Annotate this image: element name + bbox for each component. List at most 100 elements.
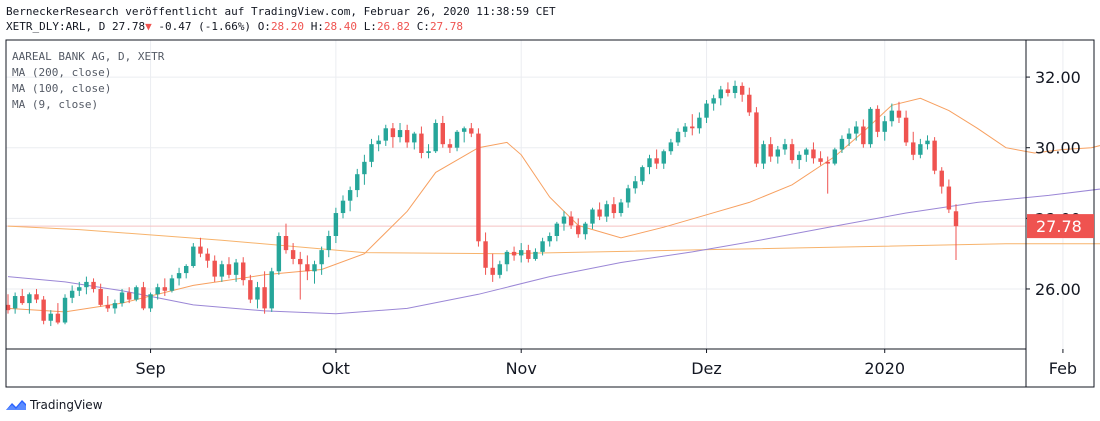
candle-body [946, 186, 952, 210]
candle [661, 149, 666, 169]
candle [618, 198, 624, 217]
candle [811, 142, 816, 164]
candle [390, 122, 396, 148]
candle [903, 110, 909, 146]
candle [533, 248, 538, 261]
candle-body [804, 149, 809, 155]
ma-line-100 [7, 188, 1100, 315]
candle [768, 137, 773, 162]
candle [219, 260, 225, 282]
candle [597, 202, 602, 221]
candle-body [918, 144, 923, 155]
candle [504, 250, 510, 272]
candle-body [618, 202, 624, 214]
candle [126, 287, 132, 304]
candle-body [141, 287, 146, 309]
footer: TradingView [6, 397, 103, 413]
close-value: 27.78 [429, 20, 464, 33]
candle-body [590, 209, 595, 224]
y-tick-label: 30.00 [1035, 139, 1081, 158]
candle [690, 114, 695, 136]
candle-body [255, 287, 260, 300]
candle-body [298, 258, 303, 265]
candle-body [875, 108, 880, 132]
candle-body [412, 133, 417, 143]
candle [697, 112, 702, 134]
candle-body [126, 292, 132, 300]
y-tick-label: 26.00 [1035, 280, 1081, 299]
indicator-legend: AAREAL BANK AG, D, XETR MA (200, close) … [12, 50, 165, 111]
candle-body [20, 296, 25, 304]
candle [440, 115, 446, 148]
candle [839, 135, 845, 154]
candle [419, 126, 424, 159]
candle [112, 299, 118, 314]
candle [854, 121, 859, 141]
candle-body [533, 251, 538, 259]
candle-body [362, 161, 367, 175]
candle [882, 115, 887, 141]
candle [69, 285, 75, 304]
candle-body [454, 131, 460, 148]
candle [169, 274, 175, 293]
x-tick-label: Feb [1049, 359, 1077, 378]
candle [319, 246, 324, 275]
candle-body [504, 251, 510, 265]
candle-body [518, 250, 524, 256]
candle [511, 246, 517, 261]
ma-line-9 [7, 97, 1100, 313]
candle-body [882, 121, 887, 132]
candle-body [818, 158, 823, 162]
candle [148, 292, 153, 312]
candle [561, 211, 567, 231]
candle-body [911, 142, 916, 155]
candle-body [376, 140, 381, 145]
candle [141, 281, 146, 311]
candle-body [604, 204, 609, 217]
candle [647, 154, 652, 175]
candle [269, 267, 274, 312]
candle [248, 274, 253, 304]
candle-body [754, 112, 759, 164]
candle-body [134, 287, 139, 300]
x-tick-label: Sep [135, 359, 165, 378]
candle-body [91, 281, 96, 289]
candle-body [27, 294, 32, 304]
candle [747, 87, 752, 116]
candle [953, 204, 959, 261]
candle [718, 85, 723, 106]
time-axis[interactable]: SepOktNovDez2020FebMrz [135, 349, 1100, 378]
candle-body [155, 287, 160, 295]
down-arrow-icon: ▼ [145, 20, 152, 33]
high-value: 28.40 [323, 20, 358, 33]
low-value: 26.82 [376, 20, 411, 33]
candle [397, 122, 403, 143]
candle-body [583, 223, 588, 235]
candle [461, 126, 467, 143]
candle [918, 138, 923, 159]
candle-body [183, 266, 189, 274]
candle-body [732, 85, 738, 93]
candle [796, 151, 802, 169]
candle-body [483, 241, 488, 268]
candle-body [796, 154, 802, 161]
candle-body [547, 235, 552, 242]
candle [255, 281, 260, 309]
candle [868, 107, 873, 148]
legend-title: AAREAL BANK AG, D, XETR [12, 50, 165, 63]
candle-body [561, 216, 567, 224]
candle [804, 147, 809, 162]
candle [48, 310, 53, 327]
candle-body [390, 128, 396, 138]
candle [775, 145, 781, 164]
candle [782, 138, 788, 155]
candle [946, 179, 952, 214]
symbol-label: XETR_DLY:ARL, D [6, 20, 106, 33]
candle-body [775, 149, 781, 157]
tradingview-brand[interactable]: TradingView [30, 398, 103, 412]
candle-body [62, 297, 68, 323]
candle-body [576, 225, 581, 235]
open-label: O: [257, 20, 271, 33]
